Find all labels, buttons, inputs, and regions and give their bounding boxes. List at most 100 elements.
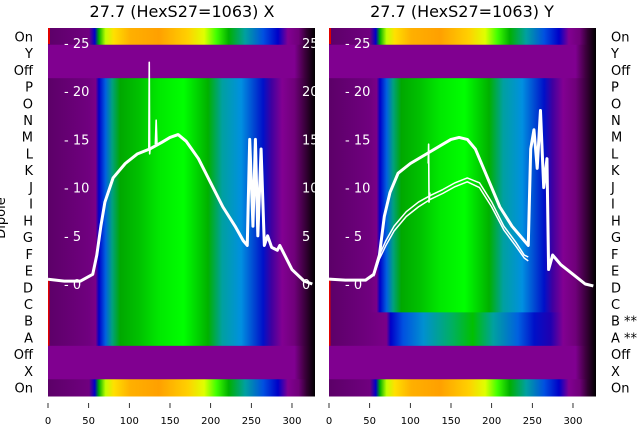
row-label: E (25, 265, 33, 280)
row-label: D (23, 281, 33, 296)
edge-marker (329, 278, 331, 346)
edge-marker (48, 278, 50, 346)
xtick-label: 200 (201, 416, 220, 427)
row-label: Off (14, 64, 34, 79)
right-ytick-label: 0 (302, 278, 310, 293)
heatmap-row (48, 362, 315, 380)
row-label: O (611, 97, 621, 112)
row-label: A (24, 331, 33, 346)
heatmap-row (48, 44, 315, 62)
heatmap-row (48, 78, 315, 96)
xtick-label: 150 (441, 416, 460, 427)
heatmap-row (329, 111, 596, 129)
row-label: I (29, 198, 33, 213)
row-label: L (26, 147, 34, 162)
row-label: K (24, 164, 33, 179)
row-label: G (23, 231, 33, 246)
inner-ytick-label: - 15 (64, 133, 89, 148)
line-profile-main (329, 108, 594, 288)
xtick-label: 50 (363, 416, 376, 427)
xtick-label: 100 (401, 416, 420, 427)
row-label: Off (611, 64, 631, 79)
xtick-label: 150 (160, 416, 179, 427)
row-label: B (24, 315, 33, 330)
heatmap-row (48, 28, 315, 46)
xtick-label: 0 (326, 416, 332, 427)
heatmap-row (329, 161, 596, 180)
row-label: Y (610, 47, 619, 62)
heatmap-row (48, 345, 315, 364)
heatmap-row (48, 94, 315, 113)
line-spike (148, 61, 151, 155)
heatmap-row (48, 111, 315, 129)
row-label: C (611, 298, 620, 313)
heatmap-row (48, 262, 315, 280)
line-profile-low-2 (373, 181, 529, 277)
heatmap-row (48, 295, 315, 313)
row-label: On (611, 30, 629, 45)
heatmap-row (48, 228, 315, 246)
inner-ytick-label: - 15 (345, 133, 370, 148)
row-label: B ** (611, 315, 638, 330)
row-label: G (611, 231, 621, 246)
heatmap-row (48, 212, 315, 230)
heatmap-row (329, 28, 596, 46)
right-ytick-label: 5 (302, 230, 310, 245)
heatmap-row (329, 345, 596, 364)
heatmap-row (329, 228, 596, 246)
heatmap-row (329, 312, 596, 330)
heatmap-row (48, 278, 315, 297)
line-spike2 (154, 119, 158, 145)
heatmap-row (48, 245, 315, 263)
inner-ytick-label: - 5 (64, 230, 81, 245)
row-label: I (611, 198, 615, 213)
row-label: Off (14, 348, 34, 363)
row-label: H (611, 214, 621, 229)
line-spike (427, 143, 431, 203)
heatmap-row (329, 262, 596, 280)
xtick-label: 100 (120, 416, 139, 427)
heatmap-row (329, 245, 596, 263)
edge-marker (48, 28, 50, 44)
row-label: N (23, 114, 33, 129)
inner-ytick-label: - 20 (64, 85, 89, 100)
heatmap-row (329, 78, 596, 96)
heatmap-row (48, 312, 315, 330)
xtick-label: 50 (82, 416, 95, 427)
row-label: K (611, 164, 620, 179)
row-label: On (611, 382, 629, 397)
heatmap-row (329, 61, 596, 79)
heatmap-row (48, 61, 315, 79)
row-label: J (28, 181, 33, 196)
row-label: On (15, 30, 33, 45)
xtick-label: 250 (242, 416, 261, 427)
inner-ytick-label: - 5 (345, 230, 362, 245)
row-label: D (611, 281, 621, 296)
xtick-label: 0 (45, 416, 51, 427)
row-label: X (611, 365, 620, 380)
row-label: F (26, 248, 33, 263)
y-axis-label: Dipole (0, 197, 9, 238)
line-profile-low-1 (373, 177, 529, 275)
row-label: A ** (611, 331, 638, 346)
inner-ytick-label: - 25 (64, 37, 89, 52)
chart-title-y: 27.7 (HexS27=1063) Y (370, 2, 554, 21)
row-label: O (23, 97, 33, 112)
chart-title-x: 27.7 (HexS27=1063) X (90, 2, 275, 21)
heatmap-row (329, 195, 596, 213)
row-label: N (611, 114, 621, 129)
row-label: P (611, 81, 619, 96)
heatmap-row (48, 329, 315, 347)
heatmap-row (48, 195, 315, 213)
row-label: P (25, 81, 33, 96)
row-label: X (24, 365, 33, 380)
heatmap-row (329, 212, 596, 230)
row-label: M (22, 131, 33, 146)
heatmap-row (329, 295, 596, 313)
inner-ytick-label: - 10 (64, 182, 89, 197)
heatmap-row (329, 329, 596, 347)
row-label: Y (24, 47, 33, 62)
